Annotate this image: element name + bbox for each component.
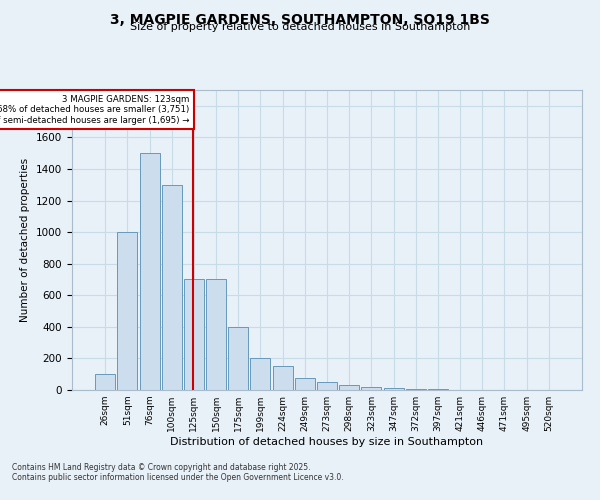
Y-axis label: Number of detached properties: Number of detached properties <box>20 158 31 322</box>
Bar <box>95 374 115 390</box>
Bar <box>228 327 248 390</box>
Bar <box>140 153 160 390</box>
Bar <box>406 389 426 390</box>
Bar <box>361 387 382 390</box>
Bar <box>317 382 337 390</box>
Text: Contains HM Land Registry data © Crown copyright and database right 2025.: Contains HM Land Registry data © Crown c… <box>12 464 311 472</box>
Bar <box>118 232 137 390</box>
Bar <box>272 366 293 390</box>
Text: Size of property relative to detached houses in Southampton: Size of property relative to detached ho… <box>130 22 470 32</box>
Text: 3 MAGPIE GARDENS: 123sqm
← 68% of detached houses are smaller (3,751)
31% of sem: 3 MAGPIE GARDENS: 123sqm ← 68% of detach… <box>0 94 190 124</box>
Bar <box>339 386 359 390</box>
Bar <box>428 389 448 390</box>
Text: Contains public sector information licensed under the Open Government Licence v3: Contains public sector information licen… <box>12 474 344 482</box>
Bar <box>295 378 315 390</box>
Bar <box>162 184 182 390</box>
X-axis label: Distribution of detached houses by size in Southampton: Distribution of detached houses by size … <box>170 437 484 447</box>
Text: 3, MAGPIE GARDENS, SOUTHAMPTON, SO19 1BS: 3, MAGPIE GARDENS, SOUTHAMPTON, SO19 1BS <box>110 12 490 26</box>
Bar <box>383 388 404 390</box>
Bar <box>184 280 204 390</box>
Bar <box>206 280 226 390</box>
Bar <box>250 358 271 390</box>
